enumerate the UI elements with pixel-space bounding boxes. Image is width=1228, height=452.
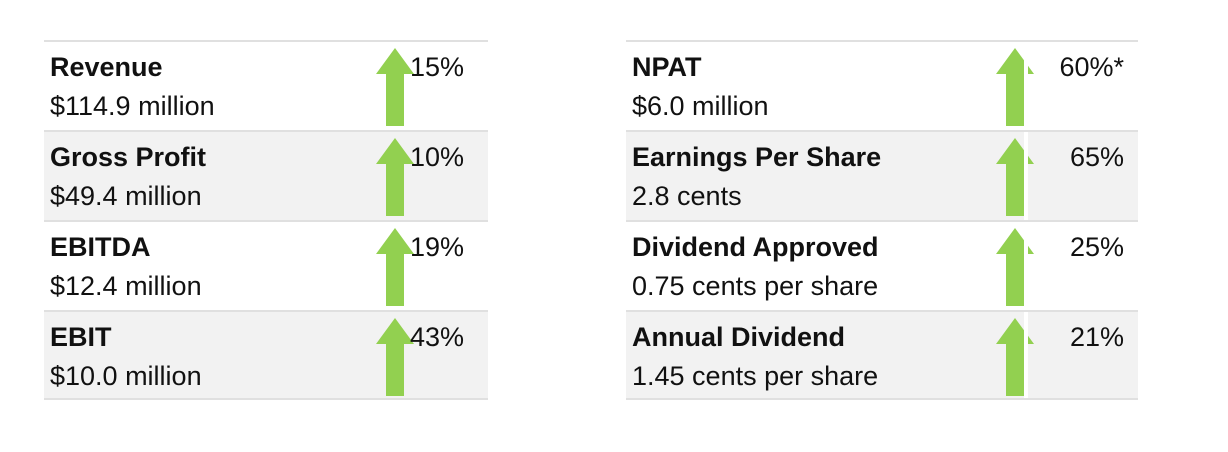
- metric-label: NPAT: [632, 52, 702, 82]
- column-separator: [1024, 132, 1028, 220]
- metric-label: Annual Dividend: [632, 322, 846, 352]
- metric-label: EBIT: [50, 322, 112, 352]
- metric-value: $49.4 million: [50, 181, 202, 211]
- up-arrow-icon: [996, 138, 1034, 216]
- metric-change: 65%: [1069, 142, 1124, 172]
- metric-label: Earnings Per Share: [632, 142, 882, 172]
- metric-label: Dividend Approved: [632, 232, 879, 262]
- column-separator: [1024, 222, 1028, 310]
- metric-row-annual-dividend: Annual Dividend 1.45 cents per share 21%: [626, 310, 1138, 400]
- up-arrow-icon: [376, 318, 414, 396]
- metric-value: 0.75 cents per share: [632, 271, 879, 301]
- metric-change: 15%: [410, 52, 465, 82]
- up-arrow-icon: [996, 48, 1034, 126]
- metric-value: $12.4 million: [50, 271, 202, 301]
- metric-change: 25%: [1069, 232, 1124, 262]
- metric-value: $114.9 million: [50, 91, 215, 121]
- column-separator: [1024, 42, 1028, 130]
- right-metrics-table: NPAT $6.0 million 60%* Earnings Per Shar…: [626, 40, 1138, 400]
- up-arrow-icon: [996, 318, 1034, 396]
- up-arrow-icon: [376, 48, 414, 126]
- metric-change: 21%: [1069, 322, 1124, 352]
- metric-value: 2.8 cents: [632, 181, 742, 211]
- metric-change: 43%: [410, 322, 465, 352]
- metric-row-npat: NPAT $6.0 million 60%*: [626, 40, 1138, 130]
- metric-row-ebitda: EBITDA $12.4 million 19%: [44, 220, 488, 310]
- up-arrow-icon: [996, 228, 1034, 306]
- metric-value: $6.0 million: [632, 91, 769, 121]
- up-arrow-icon: [376, 228, 414, 306]
- column-separator: [1024, 312, 1028, 398]
- metric-row-dividend-approved: Dividend Approved 0.75 cents per share 2…: [626, 220, 1138, 310]
- metric-change: 60%*: [1059, 52, 1124, 82]
- metric-change: 10%: [410, 142, 465, 172]
- metric-label: Gross Profit: [50, 142, 207, 172]
- metric-row-gross-profit: Gross Profit $49.4 million 10%: [44, 130, 488, 220]
- left-metrics-table: Revenue $114.9 million 15% Gross Profit …: [44, 40, 488, 400]
- metric-change: 19%: [410, 232, 465, 262]
- metric-label: EBITDA: [50, 232, 151, 262]
- metric-row-earnings-per-share: Earnings Per Share 2.8 cents 65%: [626, 130, 1138, 220]
- metric-value: 1.45 cents per share: [632, 361, 879, 391]
- metric-label: Revenue: [50, 52, 163, 82]
- metric-row-revenue: Revenue $114.9 million 15%: [44, 40, 488, 130]
- up-arrow-icon: [376, 138, 414, 216]
- metric-value: $10.0 million: [50, 361, 202, 391]
- metric-row-ebit: EBIT $10.0 million 43%: [44, 310, 488, 400]
